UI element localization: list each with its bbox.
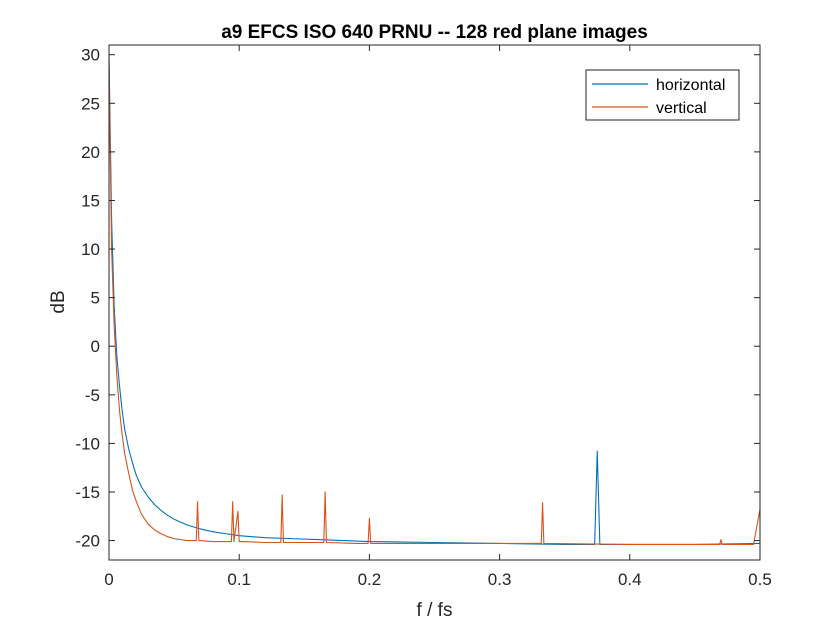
legend-label-horizontal: horizontal [656, 77, 725, 94]
x-tick-label: 0.4 [618, 570, 642, 589]
x-axis-label: f / fs [417, 600, 453, 621]
y-tick-label: -20 [75, 532, 100, 551]
x-tick-label: 0.2 [358, 570, 382, 589]
x-tick-label: 0.5 [748, 570, 772, 589]
y-tick-label: 15 [81, 191, 100, 210]
legend: horizontal vertical [585, 69, 740, 121]
series-line-horizontal [108, 54, 761, 546]
y-tick-label: 25 [81, 94, 100, 113]
legend-box [585, 69, 740, 121]
chart-title: a9 EFCS ISO 640 PRNU -- 128 red plane im… [221, 22, 648, 43]
y-tick-label: 30 [81, 46, 100, 65]
plot-area [109, 45, 760, 560]
x-tick-label: 0.1 [227, 570, 251, 589]
y-tick-label: -5 [85, 386, 100, 405]
series-line-vertical [108, 64, 761, 546]
x-tick-label: 0.3 [488, 570, 512, 589]
axes-box [108, 44, 761, 561]
x-tick-label: 0 [104, 570, 113, 589]
y-tick-label: 10 [81, 240, 100, 259]
y-tick-label: 0 [91, 337, 100, 356]
y-axis-label: dB [48, 290, 69, 313]
y-tick-label: 20 [81, 143, 100, 162]
y-tick-label: -10 [75, 434, 100, 453]
y-tick-label: -15 [75, 483, 100, 502]
legend-label-vertical: vertical [656, 100, 707, 117]
y-tick-label: 5 [91, 289, 100, 308]
